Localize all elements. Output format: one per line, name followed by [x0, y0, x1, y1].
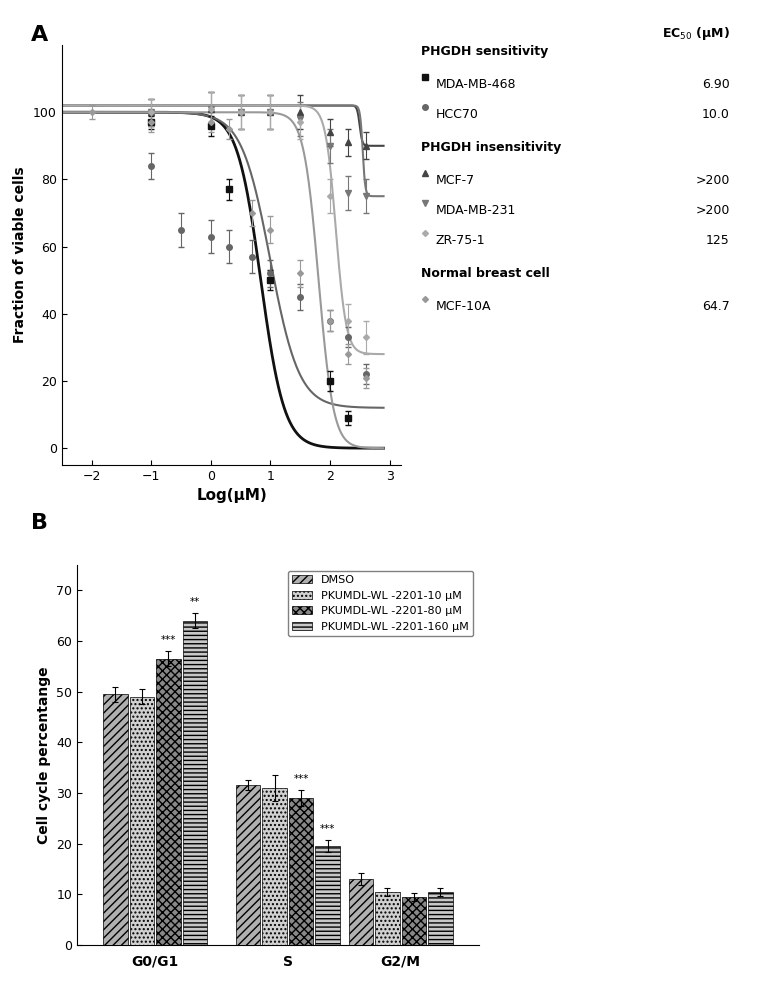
Bar	[236, 785, 260, 945]
X-axis label: Log(μM): Log(μM)	[196, 488, 267, 503]
Legend: DMSO, PKUMDL-WL -2201-10 μM, PKUMDL-WL -2201-80 μM, PKUMDL-WL -2201-160 μM: DMSO, PKUMDL-WL -2201-10 μM, PKUMDL-WL -…	[287, 571, 473, 636]
Bar	[103, 694, 127, 945]
Text: MCF-10A: MCF-10A	[435, 300, 491, 313]
Bar	[130, 697, 154, 945]
Text: HCC70: HCC70	[435, 108, 479, 121]
Bar	[349, 879, 373, 945]
Text: ***: ***	[320, 824, 335, 834]
Text: ZR-75-1: ZR-75-1	[435, 234, 485, 247]
Text: MCF-7: MCF-7	[435, 174, 475, 187]
Text: B: B	[31, 513, 48, 533]
Text: MDA-MB-468: MDA-MB-468	[435, 78, 516, 91]
Bar	[401, 897, 426, 945]
Y-axis label: Fraction of viable cells: Fraction of viable cells	[13, 167, 28, 343]
Text: >200: >200	[695, 174, 730, 187]
Y-axis label: Cell cycle percentange: Cell cycle percentange	[37, 666, 51, 844]
Text: PHGDH sensitivity: PHGDH sensitivity	[421, 45, 548, 58]
Text: >200: >200	[695, 204, 730, 217]
Bar	[262, 788, 287, 945]
Text: ***: ***	[293, 774, 309, 784]
Bar	[316, 846, 340, 945]
Text: 64.7: 64.7	[702, 300, 730, 313]
Text: PHGDH insensitivity: PHGDH insensitivity	[421, 141, 561, 154]
Bar	[156, 659, 181, 945]
Text: 6.90: 6.90	[702, 78, 730, 91]
Text: 10.0: 10.0	[702, 108, 730, 121]
Text: MDA-MB-231: MDA-MB-231	[435, 204, 516, 217]
Text: 125: 125	[706, 234, 730, 247]
Text: **: **	[190, 597, 200, 607]
Text: A: A	[31, 25, 48, 45]
Bar	[183, 621, 207, 945]
Bar	[375, 892, 400, 945]
Bar	[289, 798, 313, 945]
Text: ***: ***	[161, 635, 176, 645]
Bar	[428, 892, 452, 945]
Text: EC$_{50}$ (μM): EC$_{50}$ (μM)	[662, 25, 730, 42]
Text: Normal breast cell: Normal breast cell	[421, 267, 550, 280]
